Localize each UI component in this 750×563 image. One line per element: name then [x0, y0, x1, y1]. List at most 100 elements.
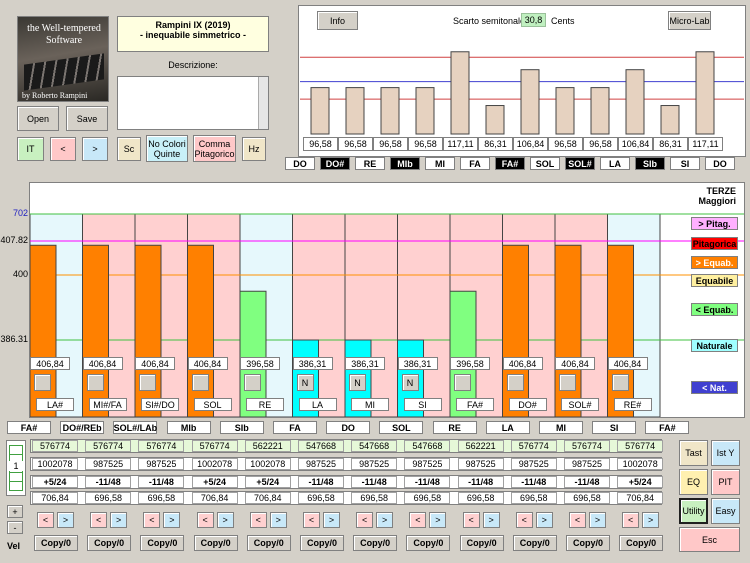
note-label-2[interactable]: RE	[355, 157, 385, 170]
third-toggle-button[interactable]: N	[296, 374, 314, 391]
scarto-label: Scarto semitonale:	[453, 16, 528, 26]
grid-row1-cell: 576774	[85, 440, 132, 452]
plus-button[interactable]: +	[7, 505, 23, 518]
increase-button[interactable]: >	[535, 512, 553, 528]
micro-lab-button[interactable]: Micro-Lab	[668, 11, 711, 30]
grid-row2-cell: 1002078	[32, 458, 78, 470]
grid-note-label: FA	[273, 421, 317, 434]
copy-button[interactable]: Copy/0	[87, 535, 132, 551]
save-button[interactable]: Save	[66, 106, 108, 131]
third-toggle-button[interactable]	[454, 374, 471, 391]
pit-button[interactable]: PIT	[711, 469, 740, 495]
note-label-7[interactable]: SOL	[530, 157, 560, 170]
tast-button[interactable]: Tast	[679, 440, 708, 466]
semitone-chart	[300, 51, 744, 135]
third-toggle-button[interactable]	[611, 374, 629, 391]
description-scrollbar[interactable]	[258, 77, 268, 129]
copy-button[interactable]: Copy/0	[512, 535, 557, 551]
note-label-5[interactable]: FA	[460, 157, 490, 170]
copy-button[interactable]: Copy/0	[406, 535, 451, 551]
third-bar	[30, 244, 57, 417]
decrease-button[interactable]: <	[622, 512, 640, 528]
next-button[interactable]: >	[82, 137, 108, 161]
esc-button[interactable]: Esc	[679, 527, 740, 552]
increase-button[interactable]: >	[57, 512, 74, 528]
copy-button[interactable]: Copy/0	[619, 535, 664, 551]
third-toggle-button[interactable]: N	[401, 374, 419, 391]
decrease-button[interactable]: <	[90, 512, 108, 528]
hz-button[interactable]: Hz	[242, 137, 266, 161]
no-colori-quinte-button[interactable]: No Colori Quinte	[146, 135, 188, 162]
note-label-8[interactable]: SOL#	[565, 157, 595, 170]
third-toggle-button[interactable]	[191, 374, 209, 391]
increase-button[interactable]: >	[429, 512, 447, 528]
ist-y-button[interactable]: Ist Y	[711, 440, 740, 466]
third-toggle-button[interactable]	[34, 374, 51, 391]
copy-button[interactable]: Copy/0	[566, 535, 610, 551]
note-label-4[interactable]: MI	[425, 157, 455, 170]
description-textarea[interactable]	[117, 76, 269, 130]
minus-button[interactable]: -	[7, 521, 23, 534]
note-label-3[interactable]: MIb	[390, 157, 420, 170]
grid-row2-cell: 987525	[351, 458, 398, 470]
note-label-10[interactable]: SIb	[635, 157, 665, 170]
note-label-9[interactable]: LA	[600, 157, 630, 170]
decrease-button[interactable]: <	[37, 512, 54, 528]
copy-button[interactable]: Copy/0	[353, 535, 398, 551]
copy-button[interactable]: Copy/0	[459, 535, 504, 551]
grid-row1-cell: 576774	[617, 440, 664, 452]
decrease-button[interactable]: <	[303, 512, 320, 528]
increase-button[interactable]: >	[323, 512, 340, 528]
it-button[interactable]: IT	[17, 137, 44, 161]
increase-button[interactable]: >	[589, 512, 606, 528]
eq-button[interactable]: EQ	[679, 469, 708, 495]
decrease-button[interactable]: <	[356, 512, 374, 528]
copy-button[interactable]: Copy/0	[246, 535, 291, 551]
decrease-button[interactable]: <	[143, 512, 161, 528]
copy-button[interactable]: Copy/0	[140, 535, 185, 551]
note-label-6[interactable]: FA#	[495, 157, 525, 170]
increase-button[interactable]: >	[110, 512, 128, 528]
third-toggle-button[interactable]	[244, 374, 261, 391]
grid-note-label: MIb	[166, 421, 211, 434]
copy-button[interactable]: Copy/0	[34, 535, 78, 551]
increase-button[interactable]: >	[269, 512, 287, 528]
decrease-button[interactable]: <	[515, 512, 533, 528]
third-bar	[554, 244, 582, 417]
grid-row3-cell: +5/24	[244, 476, 291, 488]
semitone-value: 117,11	[688, 137, 723, 151]
semitone-bar	[660, 105, 680, 135]
easy-button[interactable]: Easy	[711, 498, 740, 524]
decrease-button[interactable]: <	[409, 512, 427, 528]
note-label-11[interactable]: SI	[670, 157, 700, 170]
prev-button[interactable]: <	[50, 137, 76, 161]
decrease-button[interactable]: <	[569, 512, 586, 528]
grid-row2-cell: 1002078	[191, 458, 238, 470]
sc-button[interactable]: Sc	[117, 137, 141, 161]
third-toggle-button[interactable]: N	[349, 374, 366, 391]
copy-button[interactable]: Copy/0	[300, 535, 344, 551]
comma-pitagorico-button[interactable]: Comma Pitagorico	[193, 135, 236, 162]
comma-line1: Comma	[198, 138, 231, 149]
note-label-0[interactable]: DO	[285, 157, 315, 170]
increase-button[interactable]: >	[642, 512, 660, 528]
increase-button[interactable]: >	[482, 512, 500, 528]
decrease-button[interactable]: <	[462, 512, 480, 528]
semitone-value: 106,84	[513, 137, 548, 151]
decrease-button[interactable]: <	[249, 512, 267, 528]
copy-button[interactable]: Copy/0	[193, 535, 238, 551]
note-label-12[interactable]: DO	[705, 157, 735, 170]
third-toggle-button[interactable]	[86, 374, 104, 391]
increase-button[interactable]: >	[376, 512, 394, 528]
increase-button[interactable]: >	[216, 512, 234, 528]
increase-button[interactable]: >	[163, 512, 181, 528]
open-button[interactable]: Open	[17, 106, 59, 131]
third-toggle-button[interactable]	[506, 374, 524, 391]
logo-line2: Software	[45, 35, 83, 46]
info-button[interactable]: Info	[317, 11, 358, 30]
note-label-1[interactable]: DO#	[320, 157, 350, 170]
utility-button[interactable]: Utility	[679, 498, 708, 524]
decrease-button[interactable]: <	[196, 512, 214, 528]
third-toggle-button[interactable]	[139, 374, 156, 391]
third-toggle-button[interactable]	[559, 374, 576, 391]
